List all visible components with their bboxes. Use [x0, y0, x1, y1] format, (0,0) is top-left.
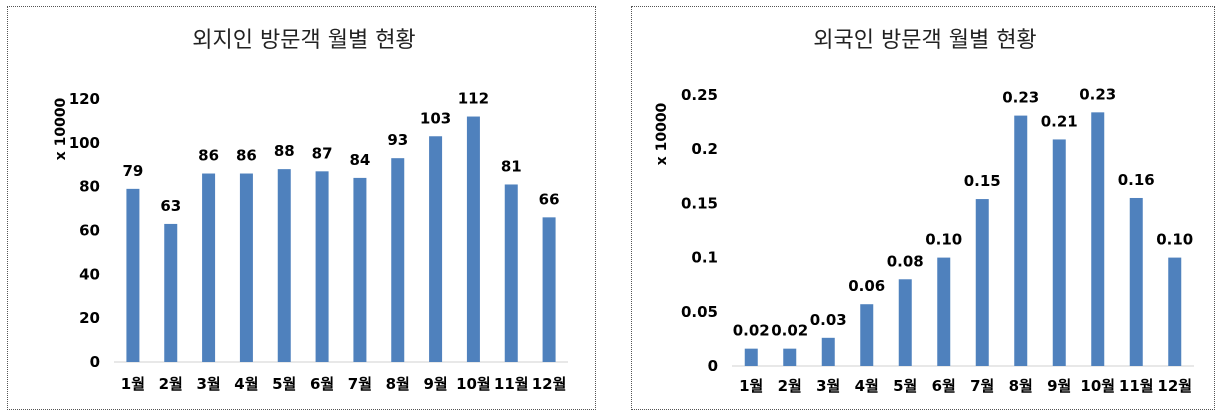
data-label: 0.02 — [771, 322, 808, 340]
bar-11 — [1129, 197, 1143, 366]
bar-7 — [975, 199, 989, 366]
bar-3 — [202, 173, 216, 362]
data-label: 103 — [420, 109, 451, 127]
bar-7 — [353, 177, 367, 362]
data-label: 88 — [274, 142, 295, 160]
bar-5 — [898, 279, 912, 366]
x-tick-label: 9월 — [423, 375, 447, 393]
y-tick-label: 100 — [69, 134, 100, 152]
chart-title: 외국인 방문객 월별 현황 — [813, 28, 1036, 53]
data-label: 63 — [160, 197, 181, 215]
x-tick-label: 1월 — [739, 377, 763, 395]
y-tick-label: 0 — [90, 353, 100, 371]
x-tick-label: 4월 — [855, 377, 879, 395]
y-tick-label: 80 — [79, 178, 100, 196]
data-label: 0.16 — [1118, 171, 1155, 189]
chart-title: 외지인 방문객 월별 현황 — [192, 28, 415, 53]
data-label: 0.23 — [1079, 85, 1116, 103]
chart-domestic-visitors: 외지인 방문객 월별 현황 x 10000 0 20 40 60 80 100 120 79 1… — [53, 28, 568, 393]
data-label: 112 — [458, 90, 489, 108]
bar-12 — [542, 217, 556, 362]
data-label: 0.10 — [1156, 231, 1193, 249]
data-label: 84 — [349, 151, 370, 169]
data-label: 66 — [539, 190, 560, 208]
bar-5 — [277, 169, 291, 362]
bar-3 — [821, 337, 835, 366]
y-axis-label: x 10000 — [53, 97, 69, 160]
data-label: 86 — [236, 147, 257, 165]
y-tick-label: 40 — [79, 265, 100, 283]
y-tick-label: 0.05 — [681, 303, 718, 321]
data-label: 0.06 — [848, 277, 885, 295]
bar-9 — [1052, 139, 1066, 366]
x-tick-label: 8월 — [1009, 377, 1033, 395]
x-tick-label: 6월 — [932, 377, 956, 395]
bar-10 — [466, 116, 480, 363]
data-label: 0.10 — [925, 231, 962, 249]
bar-12 — [1168, 257, 1182, 366]
x-tick-label: 7월 — [348, 375, 372, 393]
bar-4 — [860, 304, 874, 366]
y-tick-label: 0.2 — [691, 140, 718, 158]
data-label: 0.02 — [733, 322, 770, 340]
x-tick-label: 10월 — [1080, 377, 1115, 395]
data-label: 0.15 — [964, 172, 1001, 190]
bar-9 — [429, 136, 443, 362]
x-tick-label: 3월 — [196, 375, 220, 393]
x-tick-label: 1월 — [121, 375, 145, 393]
y-tick-label: 0 — [708, 357, 718, 375]
bar-2 — [164, 223, 178, 362]
x-tick-label: 6월 — [310, 375, 334, 393]
x-tick-label: 5월 — [893, 377, 917, 395]
data-label: 0.21 — [1041, 112, 1078, 130]
x-tick-label: 2월 — [159, 375, 183, 393]
x-tick-label: 9월 — [1047, 377, 1071, 395]
x-tick-label: 10월 — [456, 375, 491, 393]
x-tick-label: 3월 — [816, 377, 840, 395]
y-tick-label: 20 — [79, 309, 100, 327]
data-label: 87 — [312, 144, 333, 162]
bar-11 — [504, 184, 518, 362]
chart-panel-foreign: 외국인 방문객 월별 현황 x 10000 0 0.05 0.1 0.15 0.2 0.2… — [631, 6, 1215, 410]
x-tick-label: 11월 — [494, 375, 529, 393]
data-label: 0.23 — [1002, 89, 1039, 107]
bar-2 — [783, 348, 797, 366]
y-tick-label: 0.15 — [681, 194, 718, 212]
y-axis-label: x 10000 — [654, 102, 670, 165]
x-tick-label: 5월 — [272, 375, 296, 393]
y-tick-label: 0.25 — [681, 86, 718, 104]
y-tick-label: 0.1 — [691, 249, 718, 267]
data-label: 0.03 — [810, 311, 847, 329]
chart-foreign-visitors: 외국인 방문객 월별 현황 x 10000 0 0.05 0.1 0.15 0.2 0.2… — [654, 28, 1194, 395]
x-tick-label: 2월 — [778, 377, 802, 395]
data-label: 81 — [501, 157, 522, 175]
data-label: 86 — [198, 147, 219, 165]
bar-1 — [126, 188, 140, 362]
bar-6 — [937, 257, 951, 366]
data-label: 0.08 — [887, 252, 924, 270]
bar-1 — [744, 348, 758, 366]
x-tick-label: 8월 — [386, 375, 410, 393]
bar-4 — [239, 173, 253, 362]
data-label: 93 — [387, 131, 408, 149]
x-tick-label: 12월 — [1157, 377, 1192, 395]
x-tick-label: 11월 — [1119, 377, 1154, 395]
x-tick-label: 4월 — [234, 375, 258, 393]
bar-8 — [391, 158, 405, 362]
y-tick-label: 120 — [69, 90, 100, 108]
x-tick-label: 12월 — [532, 375, 567, 393]
chart-panel-domestic: 외지인 방문객 월별 현황 x 10000 0 20 40 60 80 100 120 79 1… — [7, 6, 596, 410]
x-tick-label: 7월 — [970, 377, 994, 395]
bar-6 — [315, 171, 329, 362]
bar-8 — [1014, 115, 1028, 366]
bar-10 — [1091, 112, 1105, 367]
y-tick-label: 60 — [79, 222, 100, 240]
data-label: 79 — [122, 162, 143, 180]
